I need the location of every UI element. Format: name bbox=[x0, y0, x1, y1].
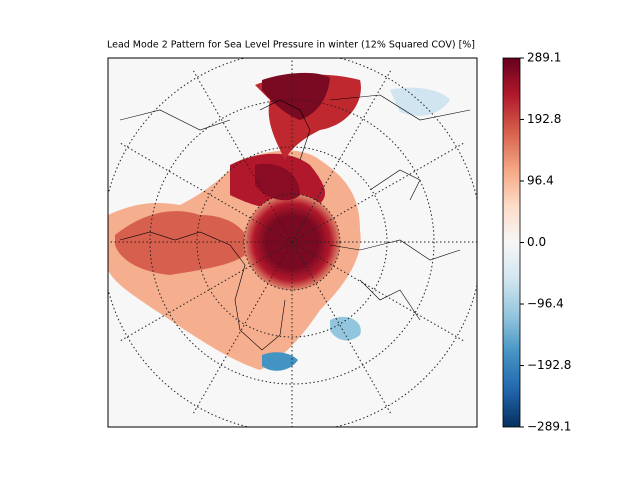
positive-region bbox=[115, 211, 250, 275]
negative-region bbox=[262, 352, 298, 371]
graticule bbox=[108, 58, 477, 427]
colorbar-tick-label: −289.1 bbox=[527, 420, 571, 434]
colorbar-tick-label: −192.8 bbox=[527, 358, 571, 372]
map bbox=[108, 58, 477, 427]
positive-region bbox=[255, 163, 300, 201]
colorbar-tick-label: 192.8 bbox=[527, 112, 561, 126]
colorbar-tick-label: −96.4 bbox=[527, 297, 564, 311]
colorbar bbox=[502, 57, 521, 428]
colorbar-tick-label: 0.0 bbox=[527, 235, 546, 249]
negative-region bbox=[390, 87, 450, 116]
positive-region bbox=[262, 72, 330, 120]
map-frame bbox=[107, 57, 478, 428]
negative-region bbox=[330, 316, 361, 341]
title: Lead Mode 2 Pattern for Sea Level Pressu… bbox=[107, 40, 475, 51]
colorbar-tick-label: 289.1 bbox=[527, 51, 561, 65]
coastline bbox=[119, 94, 471, 351]
colorbar-ticks: −289.1 −192.8 −96.4 0.0 96.4 192.8 289.1 bbox=[520, 51, 571, 434]
colorbar-tick-label: 96.4 bbox=[527, 173, 554, 187]
